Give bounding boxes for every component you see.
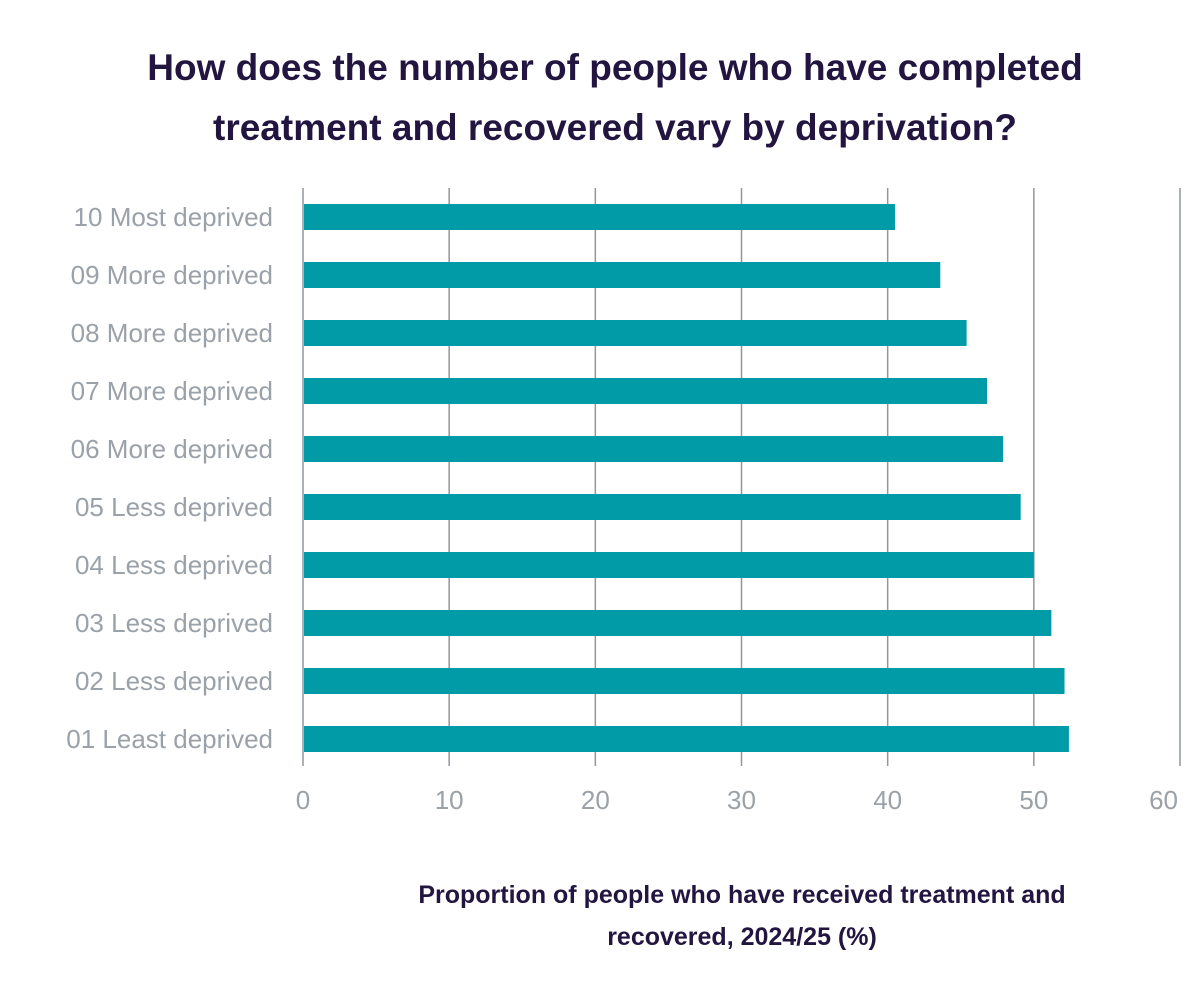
x-axis-label: Proportion of people who have received t… [418, 881, 1066, 951]
x-tick-label: 30 [727, 785, 756, 815]
x-tick-label: 10 [435, 785, 464, 815]
category-label: 03 Less deprived [75, 608, 273, 638]
bar [304, 726, 1069, 752]
category-label: 04 Less deprived [75, 550, 273, 580]
category-labels: 10 Most deprived 09 More deprived 08 More … [66, 202, 273, 754]
category-label: 07 More deprived [71, 376, 273, 406]
x-tick-label: 0 [296, 785, 310, 815]
bar [304, 552, 1034, 578]
bar [304, 378, 988, 404]
x-tick-label: 60 [1149, 785, 1178, 815]
category-label: 05 Less deprived [75, 492, 273, 522]
chart-title: How does the number of people who have c… [147, 47, 1083, 148]
x-tick-labels: 0 10 20 30 40 50 60 [296, 785, 1178, 815]
x-tick-label: 50 [1019, 785, 1048, 815]
bar [304, 668, 1065, 694]
category-label: 06 More deprived [71, 434, 273, 464]
x-tick-label: 40 [873, 785, 902, 815]
bar [304, 262, 941, 288]
bar [304, 494, 1021, 520]
bar [304, 436, 1004, 462]
x-tick-label: 20 [581, 785, 610, 815]
category-label: 09 More deprived [71, 260, 273, 290]
category-label: 01 Least deprived [66, 724, 273, 754]
category-label: 10 Most deprived [74, 202, 273, 232]
bar [304, 204, 895, 230]
bars [304, 204, 1069, 752]
category-label: 08 More deprived [71, 318, 273, 348]
category-label: 02 Less deprived [75, 666, 273, 696]
bar [304, 320, 967, 346]
bar [304, 610, 1052, 636]
